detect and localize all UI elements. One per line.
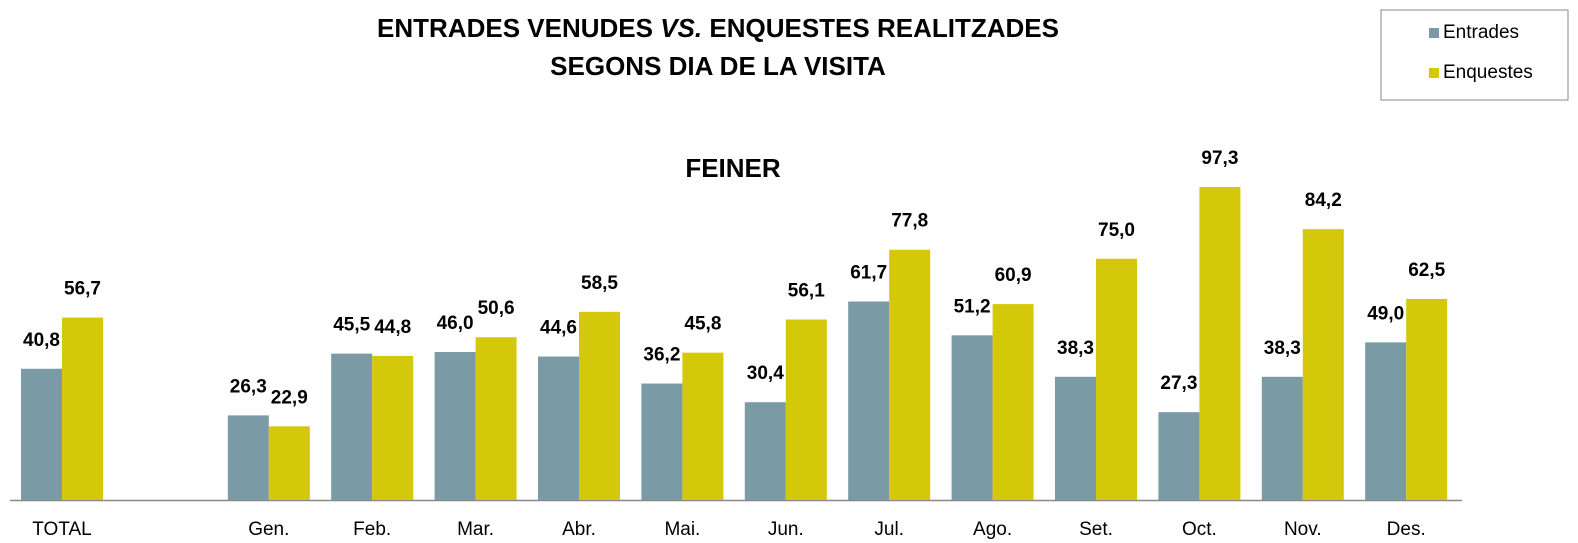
x-tick-label: Feb. — [353, 519, 391, 540]
bar — [889, 249, 931, 500]
x-tick-label: Des. — [1387, 519, 1426, 540]
bar — [62, 317, 103, 500]
bar — [475, 337, 517, 500]
data-label: 50,6 — [478, 298, 515, 319]
legend-label: Enquestes — [1443, 62, 1533, 83]
data-label: 58,5 — [581, 273, 618, 294]
data-label: 45,5 — [333, 315, 370, 336]
data-label: 30,4 — [747, 363, 784, 384]
bar — [579, 311, 620, 500]
bar — [1055, 376, 1096, 500]
x-tick-label: Mar. — [457, 519, 494, 540]
data-label: 36,2 — [643, 345, 680, 366]
bar — [682, 352, 724, 500]
data-label: 38,3 — [1264, 338, 1301, 359]
bar — [1302, 229, 1344, 500]
legend-box — [1380, 9, 1569, 101]
data-label: 84,2 — [1305, 190, 1342, 211]
data-label: 46,0 — [437, 313, 474, 334]
bar — [21, 368, 62, 500]
x-tick-label: Jun. — [768, 519, 804, 540]
title-part: ENTRADES VENUDES — [377, 13, 653, 43]
bar — [1406, 298, 1448, 500]
data-label: 60,9 — [995, 265, 1032, 286]
data-label: 44,6 — [540, 318, 577, 339]
data-label: 56,1 — [788, 281, 825, 302]
bar — [372, 355, 414, 500]
bar — [992, 304, 1034, 500]
bar — [331, 353, 373, 500]
x-tick-label: Set. — [1079, 519, 1113, 540]
bar — [1365, 342, 1407, 500]
data-label: 51,2 — [954, 296, 991, 317]
bar — [1158, 412, 1200, 500]
chart-title: ENTRADES VENUDES VS. ENQUESTES REALITZAD… — [377, 13, 1059, 43]
data-label: 22,9 — [271, 387, 308, 408]
data-label: 62,5 — [1408, 260, 1445, 281]
data-label: 77,8 — [891, 211, 928, 232]
bar — [268, 426, 310, 500]
data-label: 44,8 — [374, 317, 411, 338]
data-label: 75,0 — [1098, 220, 1135, 241]
chart-title: SEGONS DIA DE LA VISITA — [550, 51, 886, 81]
x-tick-label: Gen. — [248, 519, 289, 540]
bar — [744, 402, 786, 500]
bar — [1261, 376, 1303, 500]
bar — [785, 319, 827, 500]
bar — [1199, 187, 1241, 500]
x-tick-label: Oct. — [1182, 519, 1217, 540]
bar — [227, 415, 269, 500]
data-label: 38,3 — [1057, 338, 1094, 359]
data-label: 56,7 — [64, 279, 101, 300]
data-label: 40,8 — [23, 330, 60, 351]
data-label: 49,0 — [1367, 303, 1404, 324]
legend-swatch — [1429, 28, 1439, 38]
x-tick-label: Ago. — [973, 519, 1012, 540]
x-tick-label: Mai. — [664, 519, 700, 540]
legend-label: Entrades — [1443, 22, 1519, 43]
x-tick-label: Abr. — [562, 519, 596, 540]
data-label: 61,7 — [850, 263, 887, 284]
bar — [434, 352, 476, 500]
bar — [641, 383, 683, 500]
title-part: VS. — [660, 13, 702, 43]
data-label: 26,3 — [230, 376, 267, 397]
legend-swatch — [1429, 68, 1439, 78]
data-label: 45,8 — [684, 314, 721, 335]
x-tick-label: TOTAL — [32, 519, 91, 540]
x-tick-label: Jul. — [874, 519, 904, 540]
data-label: 27,3 — [1160, 373, 1197, 394]
x-tick-label: Nov. — [1284, 519, 1322, 540]
chart-subtitle: FEINER — [685, 153, 781, 183]
title-part: ENQUESTES REALITZADES — [709, 13, 1059, 43]
bar — [1096, 258, 1137, 500]
data-label: 97,3 — [1201, 148, 1238, 169]
bar — [538, 356, 579, 500]
bar — [951, 335, 993, 500]
bar — [848, 301, 890, 500]
